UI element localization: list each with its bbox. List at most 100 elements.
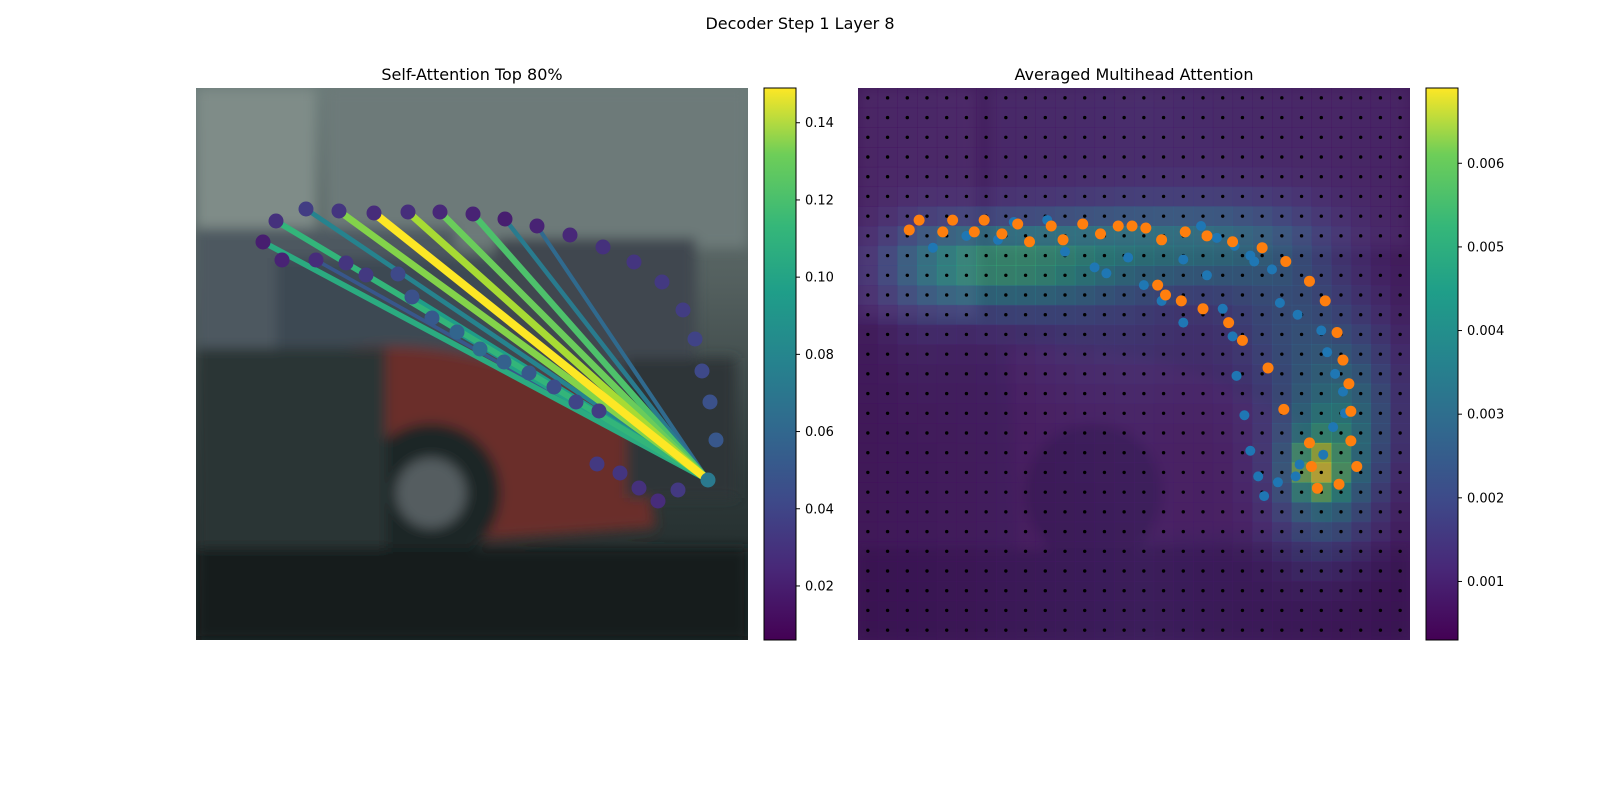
grid-dot [1004, 470, 1008, 475]
grid-dot [1102, 490, 1107, 494]
predicted-point [947, 214, 959, 226]
grid-dot [1359, 510, 1363, 514]
grid-dot [1319, 608, 1323, 613]
grid-dot [1043, 115, 1047, 120]
grid-dot [964, 608, 969, 613]
grid-dot [1359, 135, 1363, 139]
keypoint [432, 204, 448, 220]
grid-dot [925, 628, 929, 632]
grid-dot [1378, 431, 1383, 435]
grid-dot [885, 372, 890, 376]
grid-dot [1398, 214, 1402, 218]
predicted-point [1303, 275, 1315, 287]
grid-dot [1083, 253, 1087, 258]
grid-dot [964, 569, 969, 573]
predicted-point [1278, 403, 1290, 415]
grid-dot [1240, 313, 1245, 317]
grid-dot [945, 293, 949, 297]
colorbar-tick-label: 0.10 [805, 271, 834, 286]
grid-dot [964, 155, 969, 159]
grid-dot [925, 175, 929, 179]
grid-dot [905, 549, 909, 553]
grid-dot [1319, 135, 1323, 139]
grid-dot [1299, 372, 1304, 376]
grid-dot [866, 352, 870, 356]
grid-dot [1201, 372, 1205, 376]
grid-dot [964, 175, 969, 179]
grid-dot [1378, 332, 1383, 337]
grid-dot [1063, 391, 1067, 396]
grid-dot [1240, 273, 1245, 277]
grid-dot [1122, 194, 1126, 199]
grid-dot [1063, 273, 1067, 277]
grid-dot [1359, 589, 1363, 593]
grid-dot [1201, 490, 1205, 494]
predicted-point [1351, 461, 1363, 473]
grid-dot [964, 352, 969, 356]
grid-dot [1102, 569, 1107, 573]
reference-point [1060, 246, 1070, 257]
grid-dot [925, 490, 929, 494]
reference-point [1274, 297, 1285, 308]
grid-dot [866, 529, 870, 534]
grid-dot [1004, 313, 1008, 317]
grid-dot [1319, 411, 1323, 415]
grid-dot [1280, 569, 1284, 573]
grid-dot [984, 470, 988, 475]
grid-dot [1260, 234, 1264, 238]
grid-dot [1063, 411, 1067, 415]
grid-dot [1260, 431, 1264, 435]
grid-dot [1043, 569, 1047, 573]
colorbar-tick-label: 0.08 [805, 348, 834, 363]
grid-dot [1122, 510, 1126, 514]
grid-dot [1004, 391, 1008, 396]
grid-dot [1181, 313, 1185, 317]
grid-dot [1161, 135, 1166, 139]
grid-dot [1359, 411, 1363, 415]
grid-dot [1378, 175, 1383, 179]
grid-dot [964, 549, 969, 553]
grid-dot [1378, 135, 1383, 139]
grid-dot [925, 391, 929, 396]
grid-dot [1299, 628, 1304, 632]
grid-dot [1122, 155, 1126, 159]
grid-dot [1221, 352, 1225, 356]
keypoint [670, 482, 686, 498]
grid-dot [1004, 194, 1008, 199]
grid-dot [1122, 589, 1126, 593]
grid-dot [1299, 253, 1304, 258]
grid-dot [1023, 313, 1028, 317]
grid-dot [1043, 391, 1047, 396]
grid-dot [1359, 569, 1363, 573]
grid-dot [1063, 529, 1067, 534]
grid-dot [1359, 352, 1363, 356]
grid-dot [1063, 352, 1067, 356]
grid-dot [1023, 549, 1028, 553]
grid-dot [1221, 214, 1225, 218]
grid-dot [1043, 194, 1047, 199]
grid-dot [1240, 293, 1245, 297]
predicted-point [1012, 218, 1024, 230]
grid-dot [1299, 273, 1304, 277]
grid-dot [1102, 589, 1107, 593]
grid-dot [1102, 529, 1107, 534]
grid-dot [1221, 569, 1225, 573]
grid-dot [1181, 628, 1185, 632]
grid-dot [1378, 313, 1383, 317]
reference-point [1267, 264, 1277, 275]
grid-dot [1004, 372, 1008, 376]
grid-dot [1083, 155, 1087, 159]
grid-dot [1102, 253, 1107, 258]
grid-dot [1299, 391, 1304, 396]
grid-dot [1142, 175, 1146, 179]
grid-dot [1181, 470, 1185, 475]
grid-dot [1023, 608, 1028, 613]
grid-dot [945, 529, 949, 534]
grid-dot [1221, 589, 1225, 593]
grid-dot [1043, 253, 1047, 258]
grid-dot [1142, 549, 1146, 553]
grid-dot [1161, 175, 1166, 179]
grid-dot [1319, 431, 1323, 435]
grid-dot [1339, 589, 1343, 593]
grid-dot [945, 135, 949, 139]
